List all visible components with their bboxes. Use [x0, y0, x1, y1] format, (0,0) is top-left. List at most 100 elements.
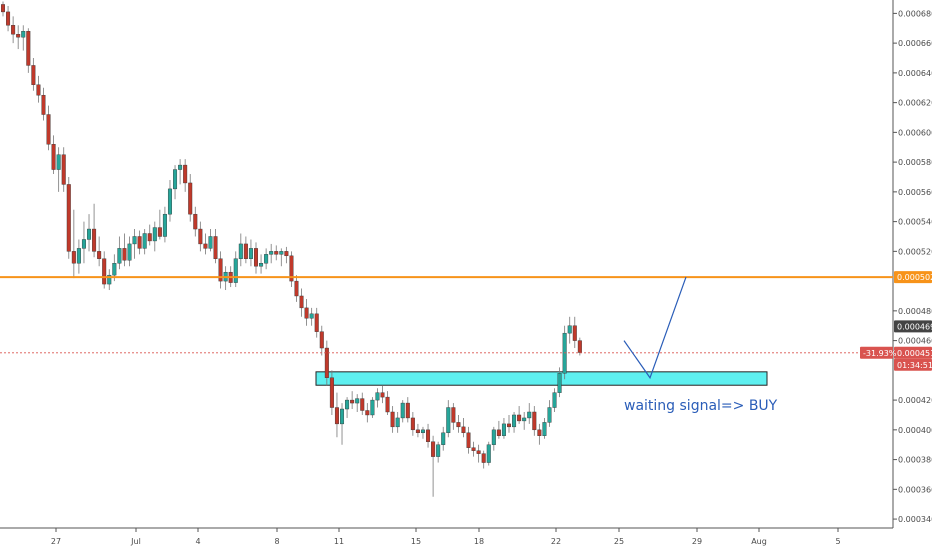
candle-body — [552, 392, 557, 408]
candle-body — [486, 444, 491, 463]
candle-body — [365, 410, 370, 416]
candle-body — [522, 417, 527, 422]
candle-body — [6, 11, 11, 26]
candle-body — [375, 392, 380, 401]
candle-body — [537, 429, 542, 436]
candle-body — [436, 444, 441, 457]
price-tick-label: 0.0006400 — [898, 69, 932, 78]
candle-body — [405, 402, 410, 419]
candle-body — [527, 411, 532, 419]
time-tick-label: 22 — [551, 537, 561, 546]
candle-body — [61, 154, 66, 185]
candle-body — [157, 227, 162, 237]
candle-body — [167, 188, 172, 215]
candle-body — [471, 447, 476, 451]
candle-body — [334, 407, 339, 425]
projection-path[interactable] — [623, 276, 687, 380]
candle-body — [1, 4, 5, 13]
candle-body — [198, 228, 203, 245]
candle-body — [496, 429, 501, 436]
price-tick-label: 0.0004200 — [898, 396, 932, 405]
candle-body — [274, 251, 279, 255]
candle-body — [66, 184, 71, 252]
candle-body — [451, 407, 456, 423]
support-zone[interactable] — [315, 371, 768, 386]
change-percent-label: -31.93% — [863, 349, 897, 358]
candle-body — [355, 398, 360, 404]
price-tick-label: 0.0006000 — [898, 128, 932, 137]
candle-body — [137, 236, 142, 249]
candle-body — [370, 399, 375, 416]
candle-body — [183, 164, 188, 184]
candle-body — [208, 236, 213, 249]
candle-body — [92, 228, 97, 252]
candle-body — [304, 307, 309, 319]
candle-body — [112, 263, 117, 276]
time-tick-label: 15 — [411, 537, 421, 546]
candle-body — [178, 164, 183, 170]
candle-body — [76, 248, 81, 264]
candle-body — [329, 377, 334, 408]
price-tick-label: 0.0004600 — [898, 337, 932, 346]
candle-body — [415, 429, 420, 434]
candle-body — [87, 228, 92, 240]
candle-body — [16, 34, 21, 38]
candle-body — [243, 243, 248, 259]
resistance-price-label-bg — [894, 271, 932, 284]
candle-body — [294, 280, 299, 297]
candle-body — [420, 429, 425, 434]
candle-body — [350, 399, 355, 404]
candle-body — [385, 396, 390, 413]
candle-body — [107, 274, 112, 285]
candle-body — [481, 453, 486, 463]
countdown-label: 01:34:51 — [897, 361, 932, 370]
candle-body — [253, 248, 258, 267]
candle-body — [279, 251, 284, 255]
candle-body — [41, 94, 46, 115]
candle-body — [446, 407, 451, 434]
price-tick-label: 0.0003800 — [898, 456, 932, 465]
price-tick-label: 0.0005600 — [898, 188, 932, 197]
candle-body — [264, 254, 269, 264]
price-tick-label: 0.0005400 — [898, 218, 932, 227]
candle-body — [173, 169, 178, 190]
candle-body — [562, 332, 567, 374]
time-tick-label: Aug — [751, 537, 767, 546]
candle-body — [309, 313, 314, 319]
last-price-label-bg — [894, 346, 932, 359]
price-axis-ticks: 0.0006800 0.0006600 0.0006400 0.0006200 0.00… — [893, 9, 932, 524]
candle-body — [319, 331, 324, 349]
time-tick-label: 8 — [274, 537, 279, 546]
price-tick-label: 0.0004800 — [898, 307, 932, 316]
candle-body — [340, 408, 345, 425]
candle-body — [410, 417, 415, 431]
candle-body — [97, 251, 102, 259]
candle-body — [71, 251, 76, 264]
price-tick-label: 0.0005200 — [898, 247, 932, 256]
candle-body — [476, 450, 481, 454]
candle-body — [284, 251, 289, 257]
candle-body — [390, 411, 395, 428]
candle-body — [501, 423, 506, 436]
time-tick-label: 4 — [195, 537, 200, 546]
candle-body — [461, 426, 466, 434]
candle-body — [299, 295, 304, 309]
candle-body — [46, 114, 51, 145]
candle-body — [269, 251, 274, 255]
candle-body — [147, 233, 152, 242]
candle-body — [102, 258, 107, 285]
candle-body — [213, 236, 218, 259]
candle-body — [395, 417, 400, 428]
candle-body — [117, 248, 122, 264]
candle-body — [31, 65, 36, 85]
countdown-label-bg — [894, 358, 932, 371]
candle-body — [11, 25, 16, 35]
time-tick-label: 25 — [614, 537, 624, 546]
marker-price-label: 0.0004696 — [897, 322, 932, 331]
candle-body — [512, 414, 517, 428]
time-tick-label: Jul — [130, 537, 141, 546]
candle-body — [218, 258, 223, 282]
candle-body — [547, 407, 552, 423]
time-tick-label: 18 — [474, 537, 484, 546]
